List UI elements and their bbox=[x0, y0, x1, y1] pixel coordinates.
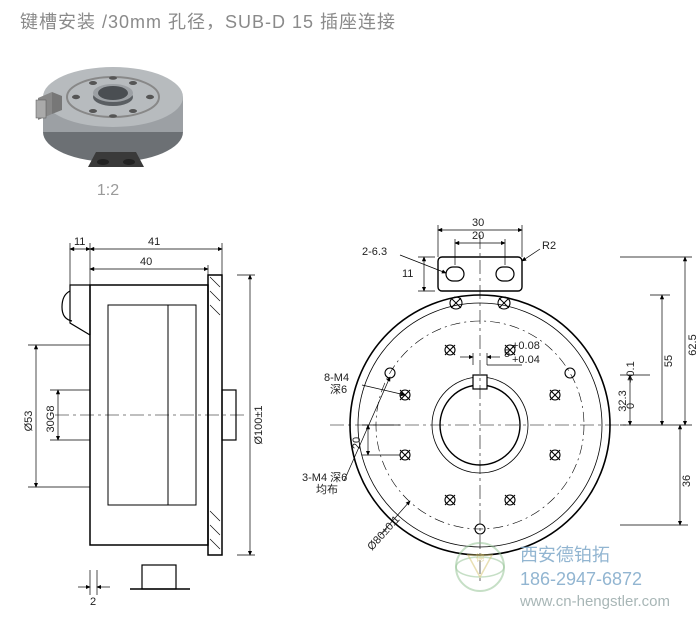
callout-r2: R2 bbox=[542, 240, 556, 252]
callout-8m4: 8-M4 bbox=[324, 372, 349, 384]
callout-slot: 2-6.3 bbox=[362, 246, 387, 258]
watermark-url: www.cn-hengstler.com bbox=[520, 592, 670, 612]
side-view: 11 41 40 Ø100±1 Ø53 30G8 bbox=[23, 236, 265, 608]
page-title: 键槽安装 /30mm 孔径，SUB-D 15 插座连接 bbox=[20, 8, 396, 34]
dim-55: 55 bbox=[663, 355, 675, 367]
dim-62: 62.5 bbox=[687, 334, 699, 355]
dim-outer-dia: Ø100±1 bbox=[253, 405, 265, 444]
encoder-photo: 1:2 bbox=[18, 42, 198, 192]
dim-41: 41 bbox=[148, 236, 160, 248]
dim-mount-30: 30 bbox=[472, 217, 484, 229]
callout-3m4-sub: 均布 bbox=[316, 483, 338, 496]
dim-key-h2: +0.04 bbox=[512, 354, 540, 366]
dim-20: 20 bbox=[351, 437, 363, 449]
callout-3m4: 3-M4 深6 bbox=[302, 471, 347, 484]
dim-kd-t2: 0 bbox=[625, 403, 637, 409]
photo-scale-label: 1:2 bbox=[18, 182, 198, 200]
dim-11: 11 bbox=[74, 236, 85, 248]
watermark-company: 西安德铂拓 bbox=[520, 543, 670, 567]
dim-11b: 11 bbox=[402, 268, 413, 280]
dim-key-h1: +0.08 bbox=[512, 340, 540, 352]
dim-bcd: Ø80±0.1 bbox=[365, 514, 402, 553]
watermark-phone: 186-2947-6872 bbox=[520, 567, 670, 591]
watermark: 德 西安德铂拓 186-2947-6872 www.cn-hengstler.c… bbox=[520, 543, 670, 612]
dim-53: Ø53 bbox=[23, 411, 35, 432]
dim-keyw: 5 bbox=[504, 348, 510, 360]
dim-mount-20: 20 bbox=[472, 230, 484, 242]
front-view: 30 20 2-6.3 R2 11 8-M4 深6 bbox=[302, 217, 699, 585]
svg-text:德: 德 bbox=[475, 552, 484, 563]
dim-bore: 30G8 bbox=[45, 406, 57, 433]
dim-36: 36 bbox=[681, 475, 693, 487]
dim-2: 2 bbox=[90, 596, 96, 608]
dim-40: 40 bbox=[140, 256, 152, 268]
callout-8m4-sub: 深6 bbox=[330, 383, 347, 396]
watermark-logo-icon: 德 bbox=[450, 537, 510, 597]
dim-kd-t1: +0.1 bbox=[625, 361, 637, 383]
